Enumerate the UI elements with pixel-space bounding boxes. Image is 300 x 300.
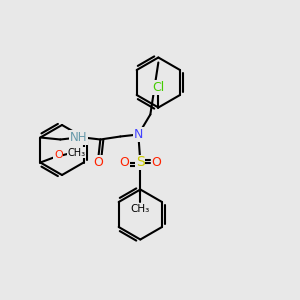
Text: NH: NH [70,131,87,144]
Text: S: S [136,155,145,170]
Text: O: O [54,151,63,160]
Text: N: N [134,128,143,141]
Text: CH₃: CH₃ [67,148,86,158]
Text: CH₃: CH₃ [131,203,150,214]
Text: O: O [93,156,103,169]
Text: Cl: Cl [152,81,164,94]
Text: O: O [119,156,129,169]
Text: O: O [152,156,161,169]
